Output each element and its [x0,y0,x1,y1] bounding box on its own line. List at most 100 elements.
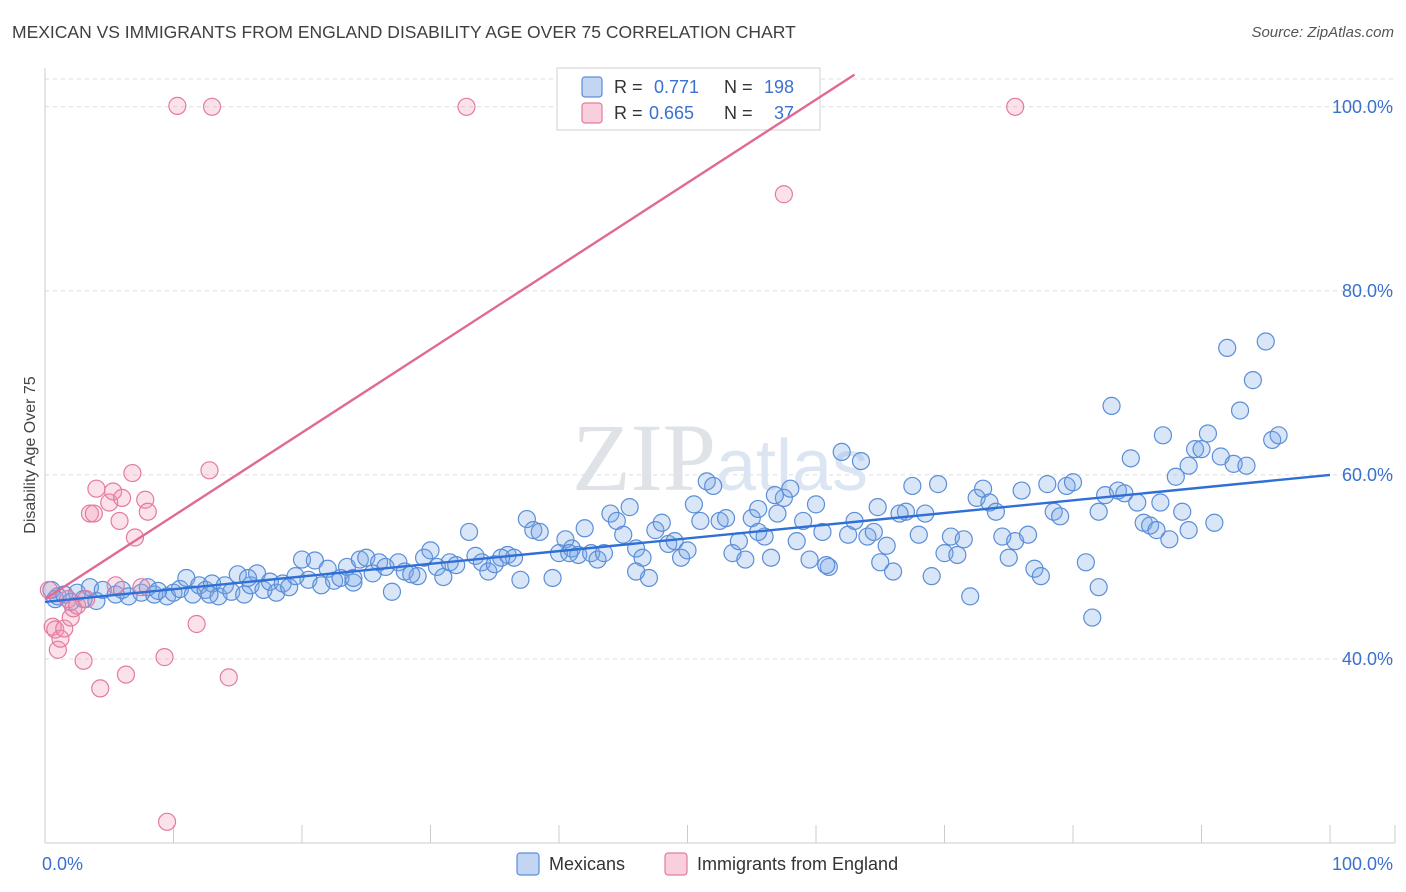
data-point [1089,502,1108,521]
bottom-legend-label-england: Immigrants from England [697,854,898,874]
data-point [157,812,177,831]
data-point [928,475,948,494]
data-point [305,551,324,570]
data-point [123,463,142,483]
data-point [909,525,928,544]
data-point [55,619,74,638]
data-point [530,522,549,542]
data-point [1179,521,1198,540]
y-tick-label: 60.0% [1342,465,1393,485]
data-point [986,502,1006,521]
data-point [646,521,665,540]
data-point [768,504,787,523]
data-point [447,555,466,575]
data-point [1185,440,1205,459]
data-point [1018,525,1038,544]
data-point [806,495,826,514]
data-point [1051,507,1070,526]
data-point [691,511,710,531]
data-point [556,530,575,549]
series-england [39,96,1025,831]
data-point [1083,608,1102,627]
legend-r-value-1: 0.771 [654,77,699,97]
trend-lines [44,73,1331,604]
data-point [601,504,620,523]
legend-box: R = 0.771 N = 198 R = 0.665 N = 37 [556,67,821,131]
legend-swatch-england [581,102,603,124]
tick-labels: 40.0% 60.0% 80.0% 100.0% 0.0% 100.0% [42,97,1393,874]
data-point [1128,493,1147,512]
data-point [116,665,136,684]
data-point [155,648,174,667]
data-point [864,522,883,542]
data-point [1147,521,1166,540]
data-point [1243,371,1263,390]
data-point [575,519,594,538]
data-point [684,495,704,514]
data-point [402,565,421,584]
data-point [524,521,543,540]
data-point [890,504,909,523]
data-point [1038,475,1057,494]
data-point [238,568,258,588]
data-point [1198,424,1218,443]
data-point [1102,396,1121,415]
bottom-legend: Mexicans Immigrants from England [516,852,898,876]
y-tick-label: 80.0% [1342,281,1393,301]
legend-n-label-1: N = [724,77,753,97]
data-point [787,532,806,551]
data-point [832,442,851,461]
data-point [614,525,633,544]
data-point [1121,449,1140,468]
data-point [922,567,941,586]
data-point [136,490,155,509]
data-point [868,498,887,517]
data-point [1256,332,1275,351]
data-point [1012,481,1031,500]
data-point [517,509,536,529]
watermark: ZIPatlas [572,404,868,511]
data-point [200,585,219,604]
data-point [813,522,832,542]
data-point [652,513,671,532]
data-point [344,568,363,588]
data-point [781,479,800,498]
data-point [408,567,427,586]
data-point [819,557,838,577]
data-point [761,548,781,567]
data-point [883,562,903,581]
data-point [999,548,1018,567]
data-point [961,587,980,606]
data-point [1153,426,1173,445]
data-point [851,452,871,471]
data-point [1179,456,1198,475]
data-point [1140,516,1160,535]
trend-line-mexicans [44,473,1331,604]
data-point [414,548,434,567]
data-point [697,472,716,491]
data-point [1205,513,1224,532]
data-point [84,504,103,523]
data-point [80,504,100,523]
data-point [626,562,646,581]
data-point [292,550,312,569]
data-point [729,532,749,551]
data-point [871,553,890,572]
data-point [671,548,691,567]
bottom-legend-label-mexicans: Mexicans [549,854,625,874]
bottom-legend-swatch-mexicans [516,852,540,876]
data-point [1089,578,1108,597]
data-point [954,530,973,549]
data-point [948,545,967,565]
data-point [106,576,125,595]
trend-line-england [44,73,856,601]
source-label: Source: ZipAtlas.com [1251,24,1394,41]
data-point [1151,493,1170,512]
data-point [511,570,530,589]
data-point [1076,553,1095,572]
data-point [74,651,93,670]
data-point [774,185,793,204]
data-point [794,511,813,531]
data-point [1160,530,1179,549]
